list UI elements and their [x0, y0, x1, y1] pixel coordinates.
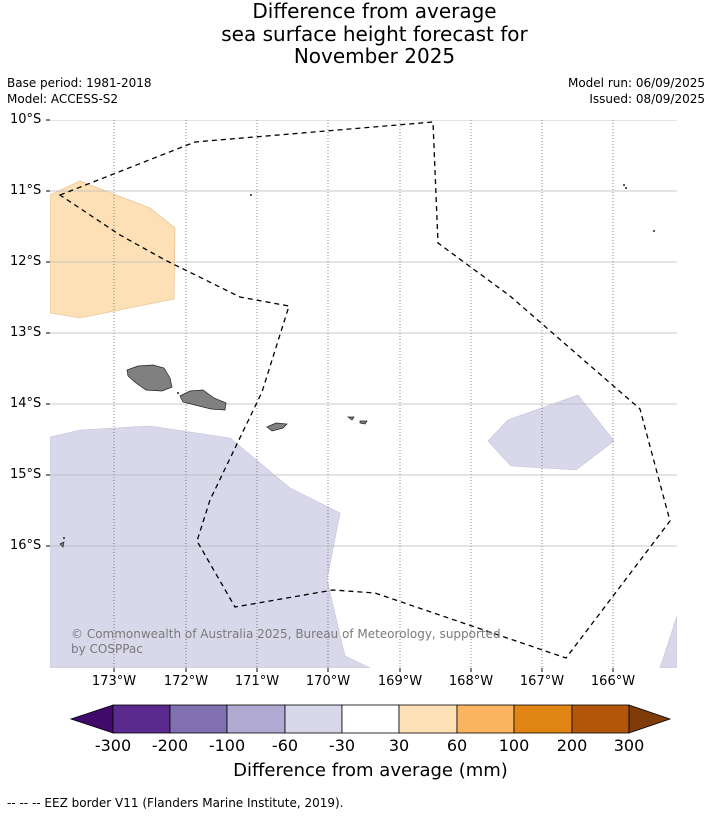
island-savaii	[126, 364, 173, 392]
negative-anomaly-region-east	[487, 394, 615, 471]
colorbar-bin-4	[284, 704, 343, 734]
lat-label-14s: 14°S	[10, 396, 42, 411]
lat-label-12s: 12°S	[10, 254, 42, 269]
lon-label-168w: 168°W	[448, 674, 494, 689]
title-line-2: sea surface height forecast for	[221, 21, 528, 46]
colorbar-tick-label: -100	[208, 736, 246, 755]
lat-label-16s: 16°S	[10, 538, 42, 553]
graticule	[50, 120, 677, 668]
lon-label-172w: 172°W	[163, 674, 209, 689]
small-islets	[63, 184, 655, 539]
islet-4	[653, 230, 655, 232]
eez-borders	[58, 121, 671, 659]
lon-label-173w: 173°W	[91, 674, 137, 689]
colorbar-tick-label: -300	[94, 736, 132, 755]
meta-left: Base period: 1981-2018 Model: ACCESS-S2	[7, 75, 152, 107]
lat-label-10s: 10°S	[10, 112, 42, 127]
colorbar-bin-2	[169, 704, 228, 734]
islet-5	[63, 537, 65, 539]
islet-2	[623, 184, 625, 186]
issued-date: Issued: 08/09/2025	[589, 92, 705, 106]
lon-label-171w: 171°W	[234, 674, 280, 689]
map-layers	[50, 120, 677, 668]
eez-samoa	[58, 121, 671, 659]
colorbar-bin-6	[398, 704, 458, 734]
lat-label-11s: 11°S	[10, 183, 42, 198]
islet-3	[625, 187, 627, 189]
lon-label-167w: 167°W	[519, 674, 565, 689]
model-name: Model: ACCESS-S2	[7, 92, 119, 106]
colorbar-bin-7	[456, 704, 515, 734]
colorbar-bin-9	[571, 704, 630, 734]
model-run: Model run: 06/09/2025	[567, 76, 705, 90]
lon-label-169w: 169°W	[377, 674, 423, 689]
colorbar-tick-label: 60	[446, 736, 468, 755]
colorbar-bin-1	[112, 704, 171, 734]
axis-ticks	[46, 119, 614, 672]
lon-label-170w: 170°W	[305, 674, 351, 689]
colorbar-tick-label: -30	[328, 736, 356, 755]
colorbar-tick-label: -200	[151, 736, 189, 755]
land-masses	[59, 364, 368, 548]
negative-anomaly-region-corner	[659, 615, 677, 668]
colorbar-tick-label: 200	[556, 736, 588, 755]
lat-label-15s: 15°S	[10, 467, 42, 482]
island-manua-2	[359, 420, 368, 425]
negative-anomaly-region-south	[50, 425, 371, 668]
colorbar-bin-5	[341, 704, 400, 734]
colorbar-bin-8	[513, 704, 573, 734]
lon-label-166w: 166°W	[590, 674, 636, 689]
title-line-1: Difference from average	[252, 0, 497, 23]
colorbar-tick-label: 30	[388, 736, 410, 755]
island-tutuila	[266, 422, 288, 432]
island-upolu	[179, 389, 227, 411]
title-line-3: November 2025	[293, 44, 456, 68]
eez-legend-note: -- -- -- EEZ border V11 (Flanders Marine…	[7, 796, 344, 810]
colorbar-bin-3	[226, 704, 286, 734]
islet-1	[250, 194, 252, 196]
base-period: Base period: 1981-2018	[7, 76, 152, 90]
islet-6	[177, 392, 179, 394]
colorbar	[69, 704, 672, 734]
copyright-notice: © Commonwealth of Australia 2025, Bureau…	[71, 627, 501, 656]
colorbar-tick-label: 300	[613, 736, 645, 755]
islet-west	[59, 541, 65, 548]
island-manua-1	[346, 416, 355, 421]
colorbar-extend-min	[69, 704, 114, 734]
colorbar-extend-max	[628, 704, 672, 734]
colorbar-tick-label: 100	[498, 736, 530, 755]
map-title: Difference from average sea surface heig…	[0, 0, 713, 68]
positive-anomaly-region	[50, 180, 176, 319]
lat-label-13s: 13°S	[10, 325, 42, 340]
colorbar-label: Difference from average (mm)	[233, 760, 508, 781]
meta-right: Model run: 06/09/2025 Issued: 08/09/2025	[568, 75, 705, 107]
colorbar-tick-label: -60	[271, 736, 299, 755]
